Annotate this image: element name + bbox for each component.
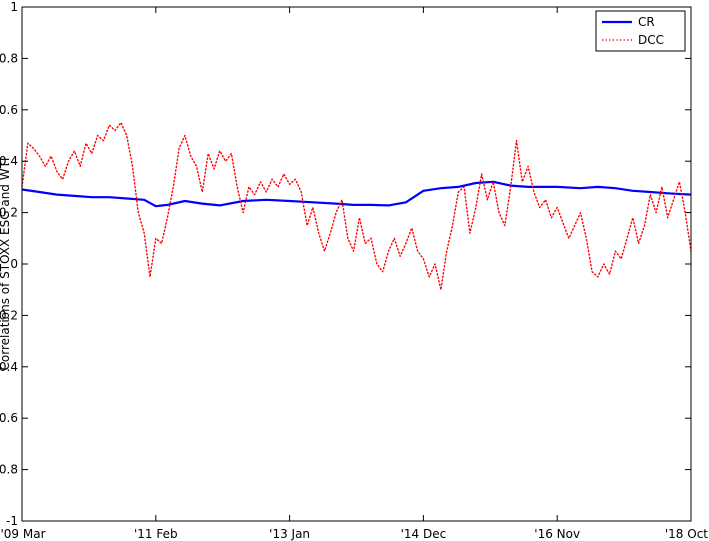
y-tick-label: 0.2 <box>0 206 18 220</box>
series-line-dcc <box>21 121 692 291</box>
series-layer <box>21 121 692 291</box>
y-tick-label: 0.8 <box>0 51 18 65</box>
legend-box <box>595 10 686 52</box>
x-tick-label: '18 Oct <box>665 527 708 541</box>
x-tick-label: '16 Nov <box>534 527 580 541</box>
legend: CR DCC <box>595 10 686 52</box>
y-axis-label: Correlations of STOXX ESG and WTI <box>0 158 12 371</box>
legend-label-cr: CR <box>638 15 655 29</box>
plot-background <box>22 7 691 521</box>
y-tick-label: -0.4 <box>0 360 18 374</box>
x-tick-label: '09 Mar <box>0 527 45 541</box>
plot-area <box>22 7 691 521</box>
y-tick-label: 1 <box>10 0 18 14</box>
y-tick-label: -1 <box>6 514 18 528</box>
y-tick-label: -0.2 <box>0 308 18 322</box>
x-tick-label: '14 Dec <box>401 527 447 541</box>
x-tick-label: '13 Jan <box>269 527 310 541</box>
y-tick-label: -0.6 <box>0 411 18 425</box>
legend-label-dcc: DCC <box>638 33 664 47</box>
x-tick-label: '11 Feb <box>134 527 178 541</box>
y-tick-label: -0.8 <box>0 463 18 477</box>
y-tick-label: 0.6 <box>0 103 18 117</box>
series-line-cr <box>21 180 692 208</box>
y-tick-label: 0 <box>10 257 18 271</box>
y-tick-label: 0.4 <box>0 154 18 168</box>
